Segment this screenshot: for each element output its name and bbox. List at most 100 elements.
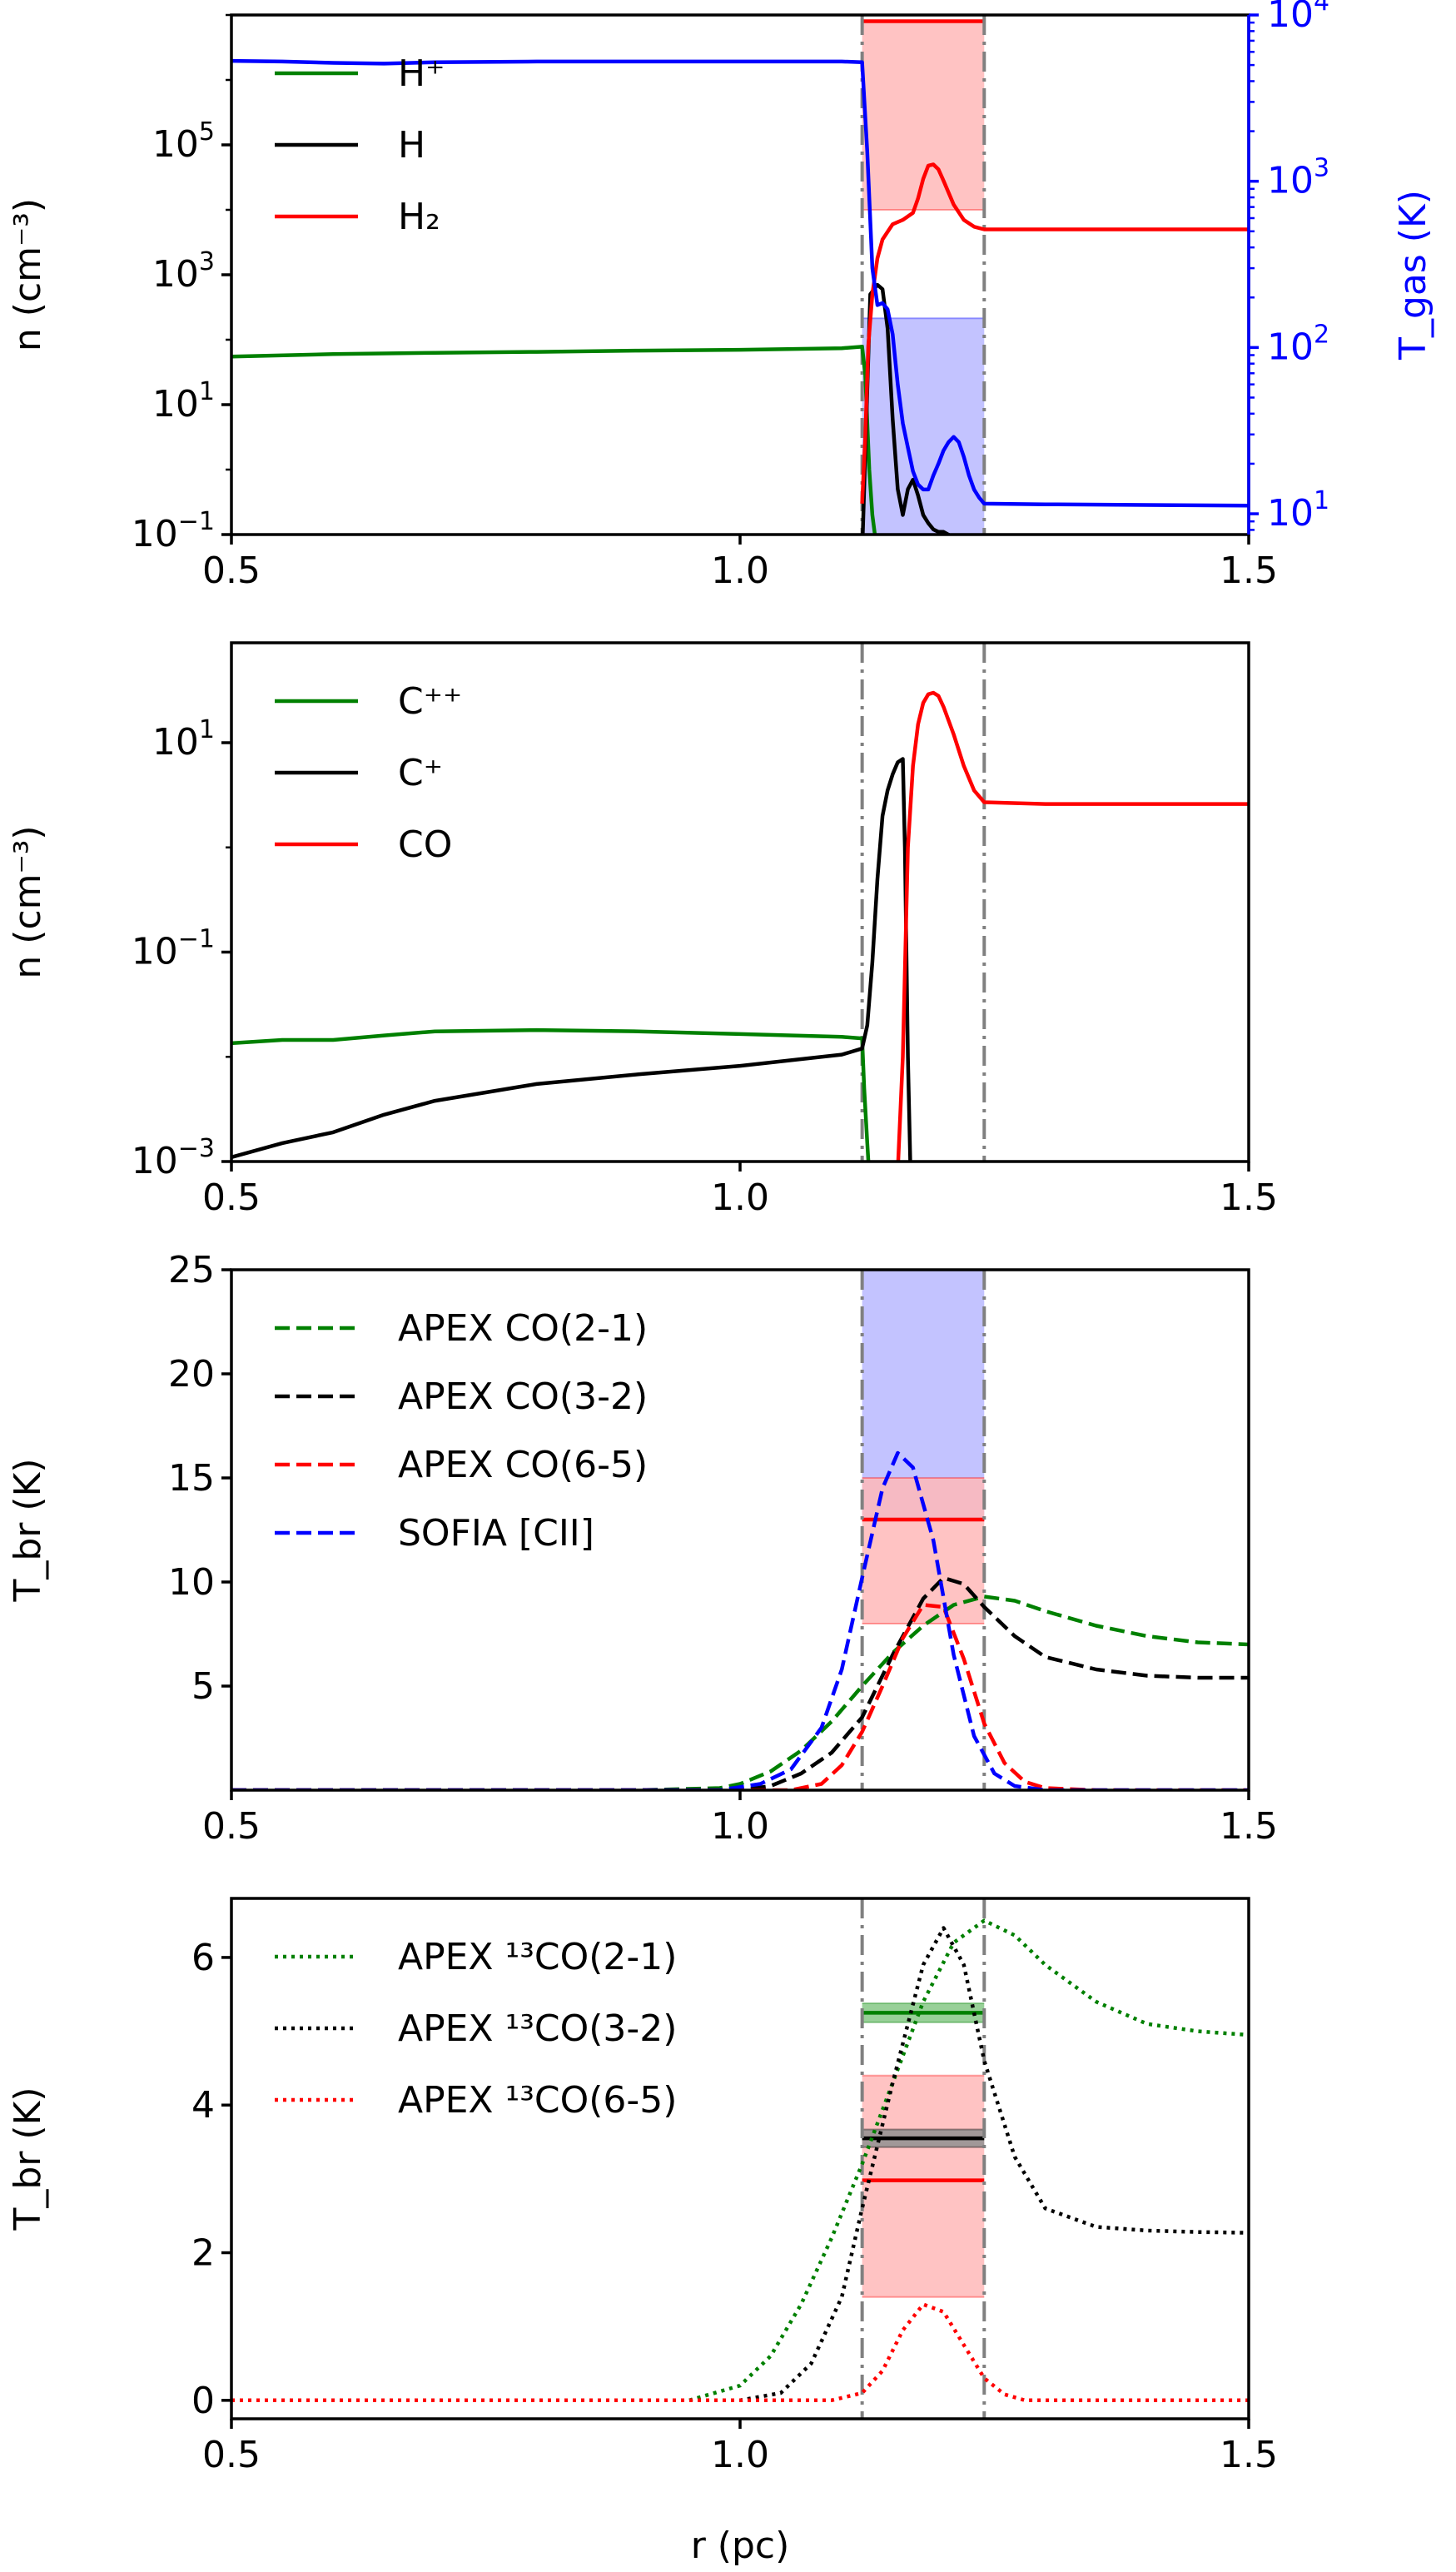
right-tick-label: 103 xyxy=(1267,154,1329,202)
x-tick-label: 0.5 xyxy=(202,1177,261,1219)
legend: APEX ¹³CO(2-1) APEX ¹³CO(3-2) APEX ¹³CO(6-… xyxy=(275,1936,677,2122)
right-tick-label: 101 xyxy=(1267,486,1329,535)
tick-exponent: 4 xyxy=(1314,0,1329,17)
tick-base: 10 xyxy=(132,513,178,555)
plot-area xyxy=(231,643,1249,1162)
tick-exponent: −1 xyxy=(178,507,215,536)
tick-exponent: 1 xyxy=(199,715,215,744)
series-line-1 xyxy=(861,282,952,535)
legend-label: APEX CO(3-2) xyxy=(398,1376,648,1418)
legend-label: APEX CO(2-1) xyxy=(398,1307,648,1350)
x-tick-label: 0.5 xyxy=(202,1805,261,1848)
series-line-3 xyxy=(231,58,1249,508)
tick-base: 10 xyxy=(152,123,199,166)
y-tick-label: 2 xyxy=(191,2232,215,2275)
series-line-0 xyxy=(231,1918,1249,2403)
axes-frame xyxy=(230,641,1250,1163)
series-line-0 xyxy=(231,1594,1249,1790)
series-line-1 xyxy=(231,1575,1249,1790)
legend-label: APEX ¹³CO(6-5) xyxy=(398,2079,677,2122)
y-axis-label: n (cm⁻³) xyxy=(7,198,49,351)
x-tick-label: 1.5 xyxy=(1220,1177,1278,1219)
series-line-0 xyxy=(231,1027,871,1162)
plot-area xyxy=(231,15,1249,535)
right-tick-label: 102 xyxy=(1267,320,1329,368)
x-tick-label: 1.0 xyxy=(711,550,769,592)
x-axis-label: r (pc) xyxy=(691,2525,790,2567)
y-tick-label: 10−1 xyxy=(132,507,215,555)
right-tick-label: 104 xyxy=(1267,0,1329,36)
y-tick-label: 101 xyxy=(152,715,215,764)
shaded-band-0 xyxy=(862,2075,985,2297)
tick-exponent: 3 xyxy=(199,247,215,276)
legend-label: APEX ¹³CO(3-2) xyxy=(398,2007,677,2050)
tick-exponent: 3 xyxy=(1314,154,1329,183)
series-line-1 xyxy=(231,757,912,1162)
axes-frame xyxy=(230,1897,1250,2420)
tick-exponent: 1 xyxy=(1314,486,1329,515)
panel-p1: 0.5 1.0 1.510−1101103105101102103104T_gas … xyxy=(7,0,1434,592)
series-line-2 xyxy=(896,690,1249,1162)
y-tick-label: 20 xyxy=(168,1353,215,1395)
series-line-2 xyxy=(231,2302,1249,2403)
y-tick-label: 101 xyxy=(152,377,215,425)
tick-base: 10 xyxy=(132,930,178,973)
x-tick-label: 1.0 xyxy=(711,1805,769,1848)
series-line-2 xyxy=(231,1603,1249,1790)
y-tick-label: 0 xyxy=(191,2380,215,2422)
legend-label: H⁺ xyxy=(398,52,445,95)
legend-label: APEX CO(6-5) xyxy=(398,1444,648,1486)
y-tick-label: 4 xyxy=(191,2084,215,2127)
legend: H⁺ H H₂ xyxy=(275,52,445,238)
y-tick-label: 25 xyxy=(168,1249,215,1291)
panel-p4: 0.5 1.0 1.5 0 2 4 6 T_br (K) r (pc) APEX ¹³CO(2-1… xyxy=(7,1897,1278,2567)
y-axis-label: T_br (K) xyxy=(7,2087,49,2231)
y-tick-label: 10 xyxy=(168,1561,215,1604)
plot-area xyxy=(231,1270,1249,1790)
legend-label: H xyxy=(398,124,425,167)
x-tick-label: 1.0 xyxy=(711,2434,769,2476)
y-tick-label: 10−3 xyxy=(132,1134,215,1182)
tick-base: 10 xyxy=(152,721,199,764)
series-line-0 xyxy=(231,345,877,535)
x-tick-label: 1.5 xyxy=(1220,2434,1278,2476)
right-axis-label: T_gas (K) xyxy=(1392,190,1434,361)
y-tick-label: 103 xyxy=(152,247,215,296)
legend-label: C⁺⁺ xyxy=(398,680,462,723)
legend-label: CO xyxy=(398,823,452,866)
legend-label: APEX ¹³CO(2-1) xyxy=(398,1936,677,1978)
y-axis-label: n (cm⁻³) xyxy=(7,825,49,978)
x-tick-label: 1.5 xyxy=(1220,1805,1278,1848)
series-line-3 xyxy=(231,1450,1249,1790)
legend-label: H₂ xyxy=(398,196,440,238)
tick-base: 10 xyxy=(1267,160,1314,202)
y-tick-label: 10−1 xyxy=(132,924,215,973)
tick-exponent: 2 xyxy=(1314,320,1329,349)
y-tick-label: 6 xyxy=(191,1937,215,1979)
axes-frame xyxy=(230,13,1250,536)
y-tick-label: 5 xyxy=(191,1665,215,1708)
tick-exponent: −1 xyxy=(178,924,215,953)
x-tick-label: 1.5 xyxy=(1220,550,1278,592)
tick-base: 10 xyxy=(152,253,199,296)
tick-base: 10 xyxy=(132,1140,178,1182)
y-axis-label: T_br (K) xyxy=(7,1458,49,1602)
tick-base: 10 xyxy=(1267,492,1314,535)
tick-exponent: −3 xyxy=(178,1134,215,1163)
tick-exponent: 5 xyxy=(199,117,215,147)
tick-base: 10 xyxy=(1267,0,1314,36)
legend-label: C⁺ xyxy=(398,752,443,794)
x-tick-label: 0.5 xyxy=(202,2434,261,2476)
axes-frame xyxy=(230,1268,1250,1792)
series-line-1 xyxy=(231,1926,1249,2403)
tick-base: 10 xyxy=(1267,326,1314,368)
plot-area xyxy=(231,1898,1249,2419)
tick-exponent: 1 xyxy=(199,377,215,406)
y-tick-label: 105 xyxy=(152,117,215,166)
x-tick-label: 0.5 xyxy=(202,550,261,592)
x-tick-label: 1.0 xyxy=(711,1177,769,1219)
legend: C⁺⁺ C⁺ CO xyxy=(275,680,462,866)
